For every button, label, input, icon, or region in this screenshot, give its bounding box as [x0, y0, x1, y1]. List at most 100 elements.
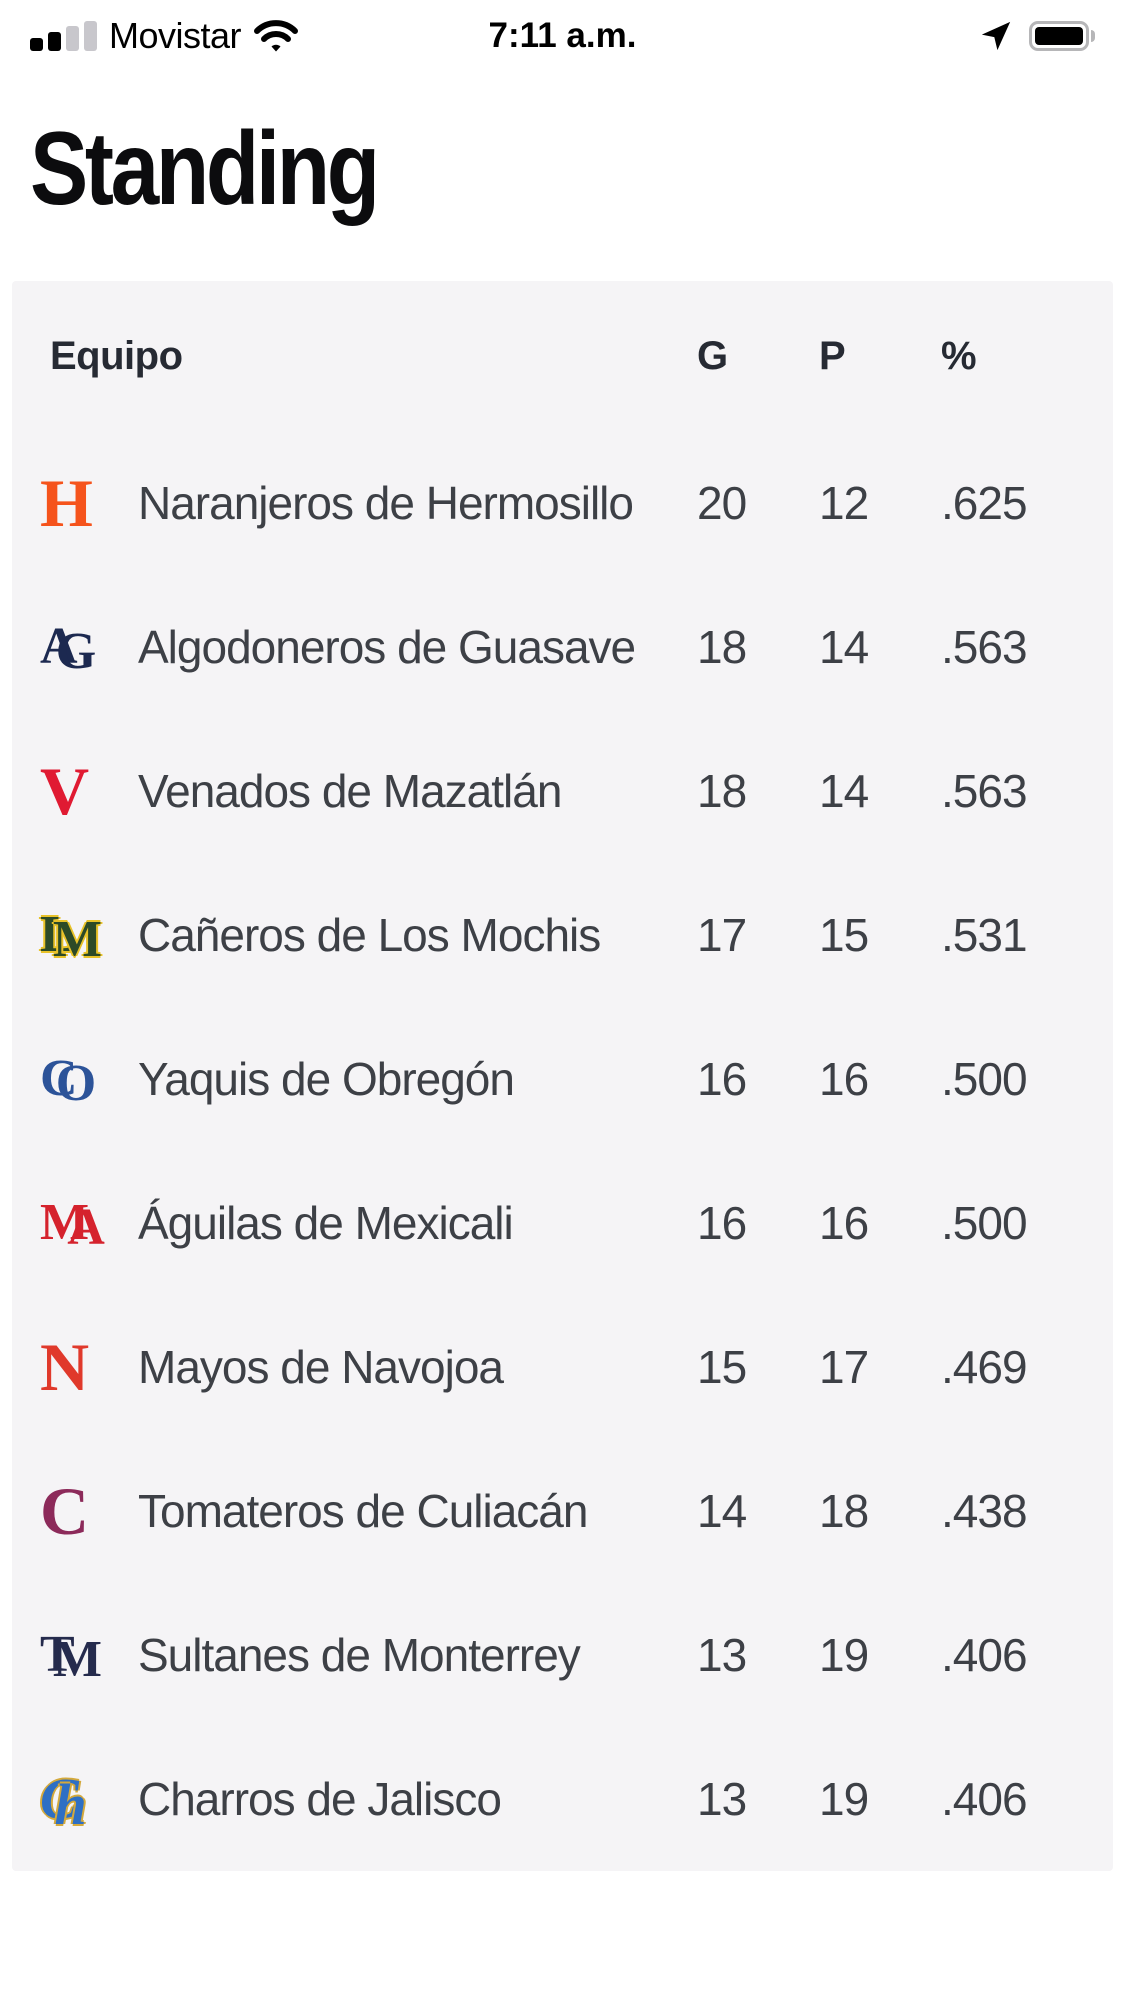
team-pct: .438 — [941, 1485, 1028, 1537]
team-wins: 13 — [697, 1629, 747, 1681]
battery-body — [1029, 21, 1089, 51]
logo-letter: V — [40, 753, 89, 829]
team-wins: 16 — [697, 1053, 747, 1105]
logo-letter: M — [40, 1194, 89, 1251]
team-name: Venados de Mazatlán — [138, 765, 562, 817]
header-wins: G — [697, 333, 728, 378]
team-name: Cañeros de Los Mochis — [138, 909, 601, 961]
header-equipo: Equipo — [50, 333, 183, 378]
status-bar-time: 7:11 a.m. — [488, 16, 637, 55]
team-pct: .406 — [941, 1629, 1028, 1681]
logo-letter: H — [40, 465, 93, 541]
standings-card: Equipo G P % H Naranjeros de Hermosillo … — [12, 281, 1113, 1871]
status-bar-left: Movistar — [30, 15, 430, 57]
header-pct: % — [941, 333, 977, 378]
signal-bar — [30, 38, 43, 51]
team-losses: 16 — [819, 1197, 869, 1249]
battery-fill — [1035, 27, 1083, 45]
team-logo-cell: N — [40, 1333, 138, 1401]
signal-bar — [84, 21, 97, 51]
team-pct: .406 — [941, 1773, 1028, 1825]
team-wins: 20 — [697, 477, 747, 529]
page-title: Standing — [30, 111, 380, 227]
team-name: Águilas de Mexicali — [138, 1197, 514, 1249]
logo-letter: L — [40, 906, 75, 963]
team-name: Naranjeros de Hermosillo — [138, 477, 634, 529]
team-losses: 17 — [819, 1341, 869, 1393]
team-pct: .625 — [941, 477, 1028, 529]
team-wins: 15 — [697, 1341, 747, 1393]
table-row[interactable]: C Tomateros de Culiacán 14 18 .438 — [12, 1439, 1113, 1583]
logo-letter: C — [40, 1766, 79, 1831]
status-bar: Movistar 7:11 a.m. — [0, 0, 1125, 66]
table-row[interactable]: H Naranjeros de Hermosillo 20 12 .625 — [12, 431, 1113, 575]
logo-letter: A — [67, 1199, 105, 1257]
team-wins: 17 — [697, 909, 747, 961]
logo-letter: N — [40, 1329, 89, 1405]
battery-icon — [1029, 21, 1095, 51]
team-pct: .469 — [941, 1341, 1028, 1393]
team-pct: .563 — [941, 765, 1028, 817]
team-losses: 15 — [819, 909, 869, 961]
table-row[interactable]: V Venados de Mazatlán 18 14 .563 — [12, 719, 1113, 863]
team-name: Sultanes de Monterrey — [138, 1629, 581, 1681]
logo-letter: G — [55, 623, 96, 681]
logo-letter: M — [52, 911, 102, 969]
team-logo: V — [40, 753, 89, 829]
wifi-icon — [254, 20, 299, 52]
logo-letter: C — [40, 1050, 78, 1107]
logo-letter: C — [40, 1473, 89, 1549]
table-row[interactable]: N Mayos de Navojoa 15 17 .469 — [12, 1295, 1113, 1439]
team-losses: 14 — [819, 621, 869, 673]
team-name: Mayos de Navojoa — [138, 1341, 504, 1393]
team-wins: 16 — [697, 1197, 747, 1249]
team-pct: .500 — [941, 1053, 1028, 1105]
team-wins: 14 — [697, 1485, 747, 1537]
table-header-row: Equipo G P % — [12, 281, 1113, 431]
team-logo: H — [40, 465, 93, 541]
team-name: Algodoneros de Guasave — [138, 621, 636, 673]
logo-letter: T — [40, 1626, 75, 1683]
logo-letter: h — [54, 1771, 87, 1837]
carrier-label: Movistar — [109, 15, 242, 56]
location-arrow-icon — [981, 21, 1011, 51]
team-name: Charros de Jalisco — [138, 1773, 502, 1825]
team-name: Yaquis de Obregón — [138, 1053, 515, 1105]
team-losses: 19 — [819, 1629, 869, 1681]
logo-letter: A — [40, 618, 78, 675]
team-wins: 18 — [697, 765, 747, 817]
header-losses: P — [819, 333, 846, 378]
team-wins: 13 — [697, 1773, 747, 1825]
team-pct: .500 — [941, 1197, 1028, 1249]
team-losses: 16 — [819, 1053, 869, 1105]
team-pct: .531 — [941, 909, 1028, 961]
team-losses: 18 — [819, 1485, 869, 1537]
team-losses: 14 — [819, 765, 869, 817]
logo-letter: M — [52, 1631, 102, 1689]
status-bar-right — [695, 19, 1095, 53]
team-wins: 18 — [697, 621, 747, 673]
battery-nub — [1091, 30, 1095, 42]
signal-bar — [66, 26, 79, 51]
team-logo: C — [40, 1473, 89, 1549]
cellular-signal-icon — [30, 21, 97, 51]
team-logo-cell: C — [40, 1477, 138, 1545]
team-logo: N — [40, 1329, 89, 1405]
